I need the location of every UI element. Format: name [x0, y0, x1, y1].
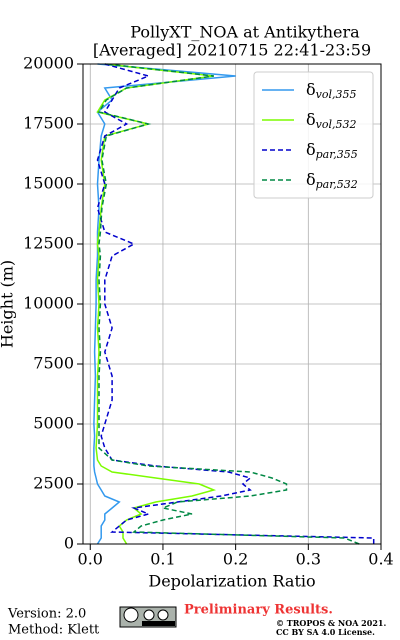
x-tick-label: 0.1	[150, 550, 175, 569]
y-tick-label: 5000	[33, 414, 74, 433]
y-axis-label: Height (m)	[0, 260, 17, 348]
y-tick-label: 15000	[23, 174, 74, 193]
x-tick-label: 0.4	[368, 550, 393, 569]
y-tick-label: 2500	[33, 474, 74, 493]
method: Method: Klett	[8, 623, 100, 638]
legend-label: δpar,532	[306, 170, 358, 192]
copyright: © TROPOS & NOA 2021.	[276, 618, 386, 628]
legend-label: δvol,355	[306, 80, 357, 102]
chart-title: PollyXT_NOA at Antikythera	[130, 23, 360, 42]
cc-logo	[119, 606, 177, 628]
legend-label: δvol,532	[306, 110, 357, 132]
legend: δvol,355 δvol,532 δpar,355 δpar,532	[253, 71, 374, 199]
y-tick-label: 12500	[23, 234, 74, 253]
legend-label: δpar,355	[306, 140, 358, 162]
profile-line	[93, 63, 236, 545]
version: Version: 2.0	[7, 607, 86, 622]
y-tick-label: 7500	[33, 354, 74, 373]
notice: Preliminary Results.	[184, 603, 333, 618]
x-tick-label: 0.0	[78, 550, 103, 569]
legend-box	[253, 71, 374, 199]
chart-subtitle: [Averaged] 20210715 22:41-23:59	[93, 41, 371, 60]
y-tick-label: 0	[64, 534, 74, 553]
y-tick-label: 20000	[23, 54, 74, 73]
x-tick-label: 0.2	[223, 550, 248, 569]
x-tick-label: 0.3	[296, 550, 321, 569]
license: CC BY SA 4.0 License.	[276, 627, 375, 637]
plot-frame	[82, 63, 382, 545]
x-axis-label: Depolarization Ratio	[148, 572, 315, 591]
profile-line	[97, 63, 360, 545]
y-tick-label: 10000	[23, 294, 74, 313]
profile-line	[96, 63, 375, 544]
y-tick-label: 17500	[23, 114, 74, 133]
